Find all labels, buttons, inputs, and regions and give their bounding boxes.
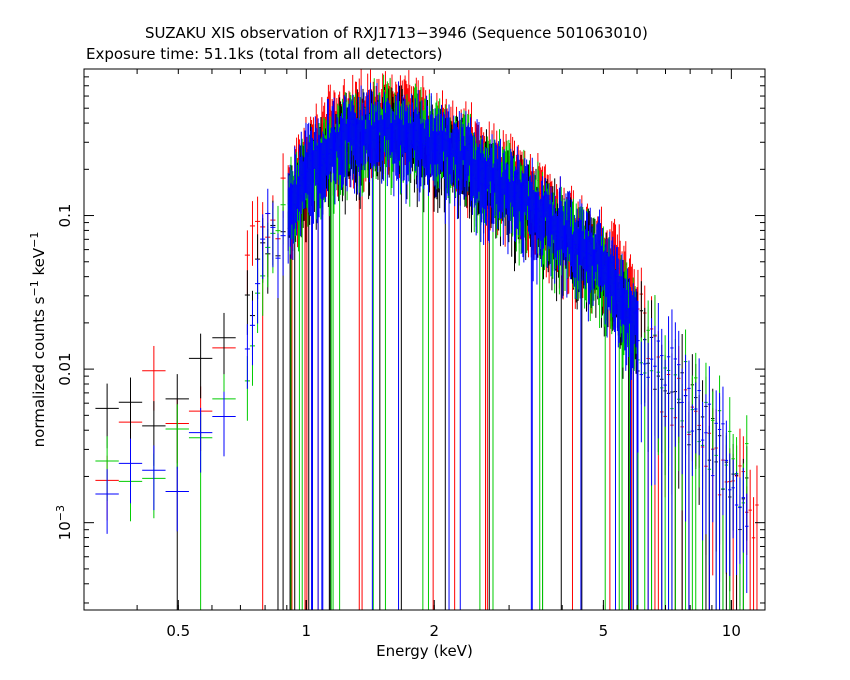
y-axis-label-prefix: normalized counts s <box>30 296 48 447</box>
x-tick-label: 10 <box>722 622 741 640</box>
x-tick-label: 1 <box>301 622 311 640</box>
y-axis-label: normalized counts s−1 keV−1 <box>28 232 48 448</box>
y-tick-label: 0.1 <box>56 204 74 228</box>
x-axis-label: Energy (keV) <box>376 642 473 660</box>
y-axis-label-sup2: −1 <box>28 232 41 248</box>
y-tick-label-exponent: −3 <box>54 505 67 521</box>
chart-subtitle: Exposure time: 51.1ks (total from all de… <box>86 45 443 63</box>
plot-frame <box>83 68 766 611</box>
x-tick-label: 5 <box>599 622 609 640</box>
y-tick-label-base: 10 <box>56 521 74 540</box>
x-tick-label: 2 <box>429 622 439 640</box>
y-tick-label: 0.01 <box>56 352 74 385</box>
y-axis-label-sup1: −1 <box>28 280 41 296</box>
series-group <box>95 84 749 610</box>
data-series-group <box>95 69 759 610</box>
y-tick-label: 10−3 <box>54 505 74 540</box>
series-group <box>95 81 749 610</box>
chart-title: SUZAKU XIS observation of RXJ1713−3946 (… <box>145 24 648 42</box>
x-tick-label: 0.5 <box>166 622 190 640</box>
y-axis-label-mid: keV <box>30 247 48 280</box>
